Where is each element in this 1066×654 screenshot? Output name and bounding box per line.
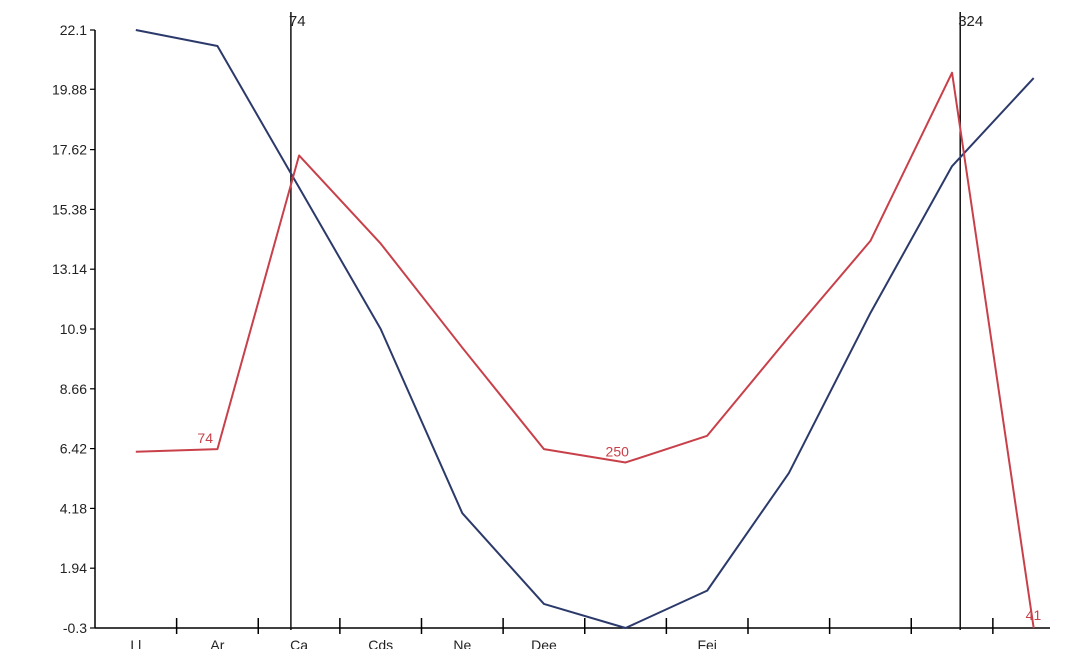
axes: 22.1 19.88 17.62 15.38 13.14 10.9 8.66 6.42 4.18…	[52, 22, 1050, 653]
data-label: 74	[197, 430, 213, 446]
vertical-marker-label: 324	[958, 13, 983, 30]
y-tick-label: 19.88	[52, 81, 87, 97]
series-lines	[135, 29, 1035, 629]
vertical-markers: 74 324	[289, 12, 983, 630]
data-labels: 74 250 41	[197, 430, 1041, 623]
y-tick-label: 10.9	[60, 321, 87, 337]
series-line-0	[135, 29, 1035, 629]
data-label: 250	[606, 443, 630, 459]
vertical-marker-label: 74	[289, 13, 306, 30]
x-tick-label: Ll	[130, 637, 141, 649]
y-tick-label: 1.94	[60, 560, 87, 576]
x-tick-label: Ca	[290, 637, 308, 649]
y-tick-label: 17.62	[52, 142, 87, 158]
series-line-1	[135, 71, 1035, 629]
x-tick-label: Cds	[368, 637, 393, 649]
x-tick-label: Dee	[531, 637, 557, 649]
y-tick-label: 8.66	[60, 381, 87, 397]
y-tick-label: 4.18	[60, 500, 87, 516]
y-tick-label: 15.38	[52, 201, 87, 217]
y-tick-label: 6.42	[60, 441, 87, 457]
y-tick-label: 13.14	[52, 261, 87, 277]
y-tick-label: -0.3	[63, 620, 87, 636]
x-tick-label: Ne	[453, 637, 471, 649]
x-tick-label: Ar	[210, 637, 224, 649]
y-tick-label: 22.1	[60, 22, 87, 38]
data-label: 41	[1026, 607, 1042, 623]
x-tick-label: Fei	[697, 637, 716, 649]
